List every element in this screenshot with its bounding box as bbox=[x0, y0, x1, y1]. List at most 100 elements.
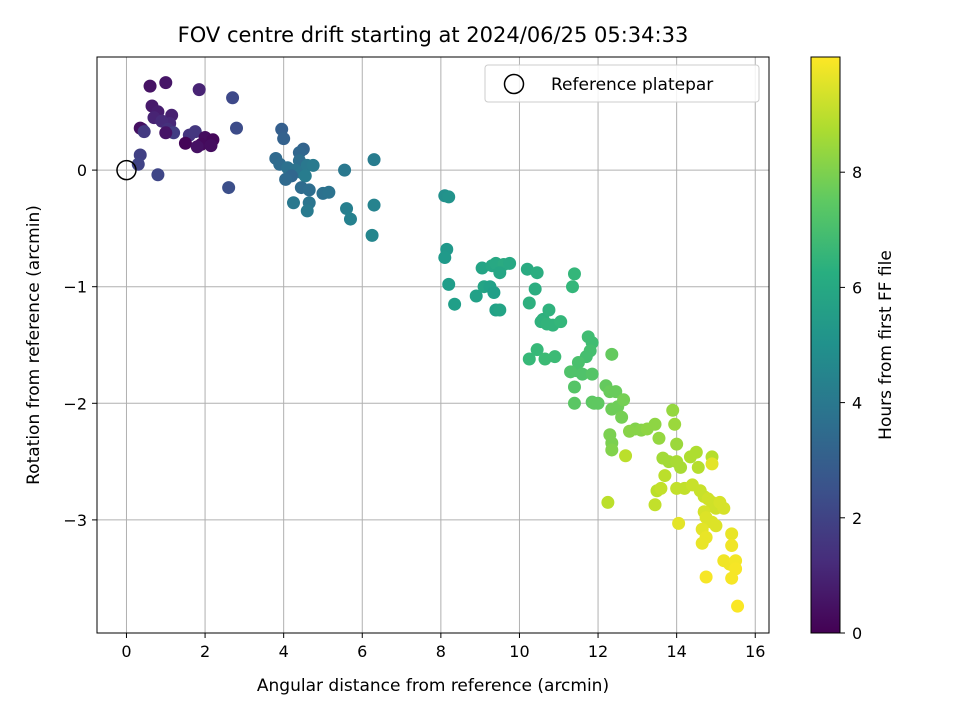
data-point bbox=[717, 501, 731, 515]
data-point bbox=[538, 352, 552, 366]
data-point bbox=[668, 417, 682, 431]
data-point bbox=[609, 385, 623, 399]
data-point bbox=[567, 380, 581, 394]
data-point bbox=[652, 431, 666, 445]
data-point bbox=[564, 365, 578, 379]
data-point bbox=[725, 539, 739, 553]
data-point bbox=[520, 262, 534, 276]
y-axis-ticks: 0 −1 −2 −3 bbox=[63, 161, 97, 530]
x-tick-label: 14 bbox=[666, 642, 686, 661]
data-point bbox=[367, 153, 381, 167]
legend-marker-icon bbox=[503, 73, 525, 95]
data-point bbox=[192, 83, 206, 97]
data-points bbox=[131, 76, 745, 613]
colorbar-label: Hours from first FF file bbox=[876, 250, 896, 440]
x-tick-label: 6 bbox=[357, 642, 367, 661]
data-point bbox=[442, 277, 456, 291]
data-point bbox=[178, 136, 192, 150]
y-tick-label: −2 bbox=[63, 394, 87, 413]
data-point bbox=[605, 347, 619, 361]
legend: Reference platepar bbox=[484, 64, 760, 103]
data-point bbox=[522, 352, 536, 366]
colorbar-tick-label: 2 bbox=[852, 509, 862, 528]
data-point bbox=[279, 172, 293, 186]
data-point bbox=[615, 410, 629, 424]
plot-frame bbox=[96, 56, 770, 634]
data-point bbox=[442, 190, 456, 204]
colorbar-tick-label: 6 bbox=[852, 278, 862, 297]
data-point bbox=[300, 204, 314, 218]
data-point bbox=[137, 125, 151, 139]
data-point bbox=[159, 126, 173, 140]
data-point bbox=[222, 181, 236, 195]
data-point bbox=[617, 393, 631, 407]
data-point bbox=[367, 198, 381, 212]
data-point bbox=[530, 343, 544, 357]
data-point bbox=[322, 185, 336, 199]
data-point bbox=[226, 91, 240, 105]
data-point bbox=[672, 516, 686, 530]
x-tick-label: 0 bbox=[121, 642, 131, 661]
legend-label: Reference platepar bbox=[551, 75, 713, 95]
data-point bbox=[340, 202, 354, 216]
data-point bbox=[493, 266, 507, 280]
reference-marker bbox=[116, 159, 137, 181]
data-point bbox=[286, 196, 300, 210]
data-point bbox=[530, 266, 544, 280]
data-point bbox=[469, 289, 483, 303]
data-point bbox=[705, 457, 719, 471]
data-point bbox=[298, 169, 312, 183]
data-point bbox=[365, 228, 379, 242]
colorbar-tick-label: 4 bbox=[852, 394, 862, 413]
data-point bbox=[438, 251, 452, 265]
data-point bbox=[648, 498, 662, 512]
data-point bbox=[567, 396, 581, 410]
data-point bbox=[230, 121, 244, 135]
data-point bbox=[699, 570, 713, 584]
grid-lines bbox=[97, 57, 769, 633]
data-point bbox=[619, 449, 633, 463]
data-point bbox=[343, 212, 357, 226]
data-point bbox=[695, 536, 709, 550]
data-point bbox=[622, 424, 636, 438]
colorbar-tick-label: 0 bbox=[852, 624, 862, 643]
y-axis-label: Rotation from reference (arcmin) bbox=[24, 205, 44, 485]
data-point bbox=[542, 303, 556, 317]
y-tick-label: −3 bbox=[63, 511, 87, 530]
data-point bbox=[503, 256, 517, 270]
data-point bbox=[306, 158, 320, 172]
data-point bbox=[487, 286, 501, 300]
x-axis-ticks: 0 2 4 6 8 10 12 14 16 bbox=[121, 633, 765, 661]
data-point bbox=[554, 315, 568, 329]
data-point bbox=[670, 437, 684, 451]
data-point bbox=[575, 367, 589, 381]
data-point bbox=[159, 76, 173, 90]
data-point bbox=[585, 367, 599, 381]
data-point bbox=[204, 139, 218, 153]
data-point bbox=[522, 296, 536, 310]
data-point bbox=[188, 125, 202, 139]
data-point bbox=[725, 527, 739, 541]
data-point bbox=[691, 460, 705, 474]
data-point bbox=[654, 481, 668, 495]
legend-box bbox=[484, 64, 760, 103]
data-point bbox=[302, 183, 316, 197]
colorbar-ticks: 0 2 4 6 8 bbox=[840, 163, 862, 643]
data-point bbox=[528, 282, 542, 296]
colorbar-tick-label: 8 bbox=[852, 163, 862, 182]
data-point bbox=[567, 267, 581, 281]
data-point bbox=[601, 495, 615, 509]
data-point bbox=[151, 168, 165, 182]
data-point bbox=[658, 469, 672, 483]
data-point bbox=[338, 163, 352, 177]
data-point bbox=[277, 132, 291, 146]
y-tick-label: 0 bbox=[77, 161, 87, 180]
data-point bbox=[666, 403, 680, 417]
data-point bbox=[689, 445, 703, 459]
x-tick-label: 12 bbox=[588, 642, 608, 661]
x-tick-label: 4 bbox=[279, 642, 289, 661]
data-point bbox=[605, 443, 619, 457]
x-tick-label: 2 bbox=[200, 642, 210, 661]
x-axis-label: Angular distance from reference (arcmin) bbox=[257, 676, 609, 696]
